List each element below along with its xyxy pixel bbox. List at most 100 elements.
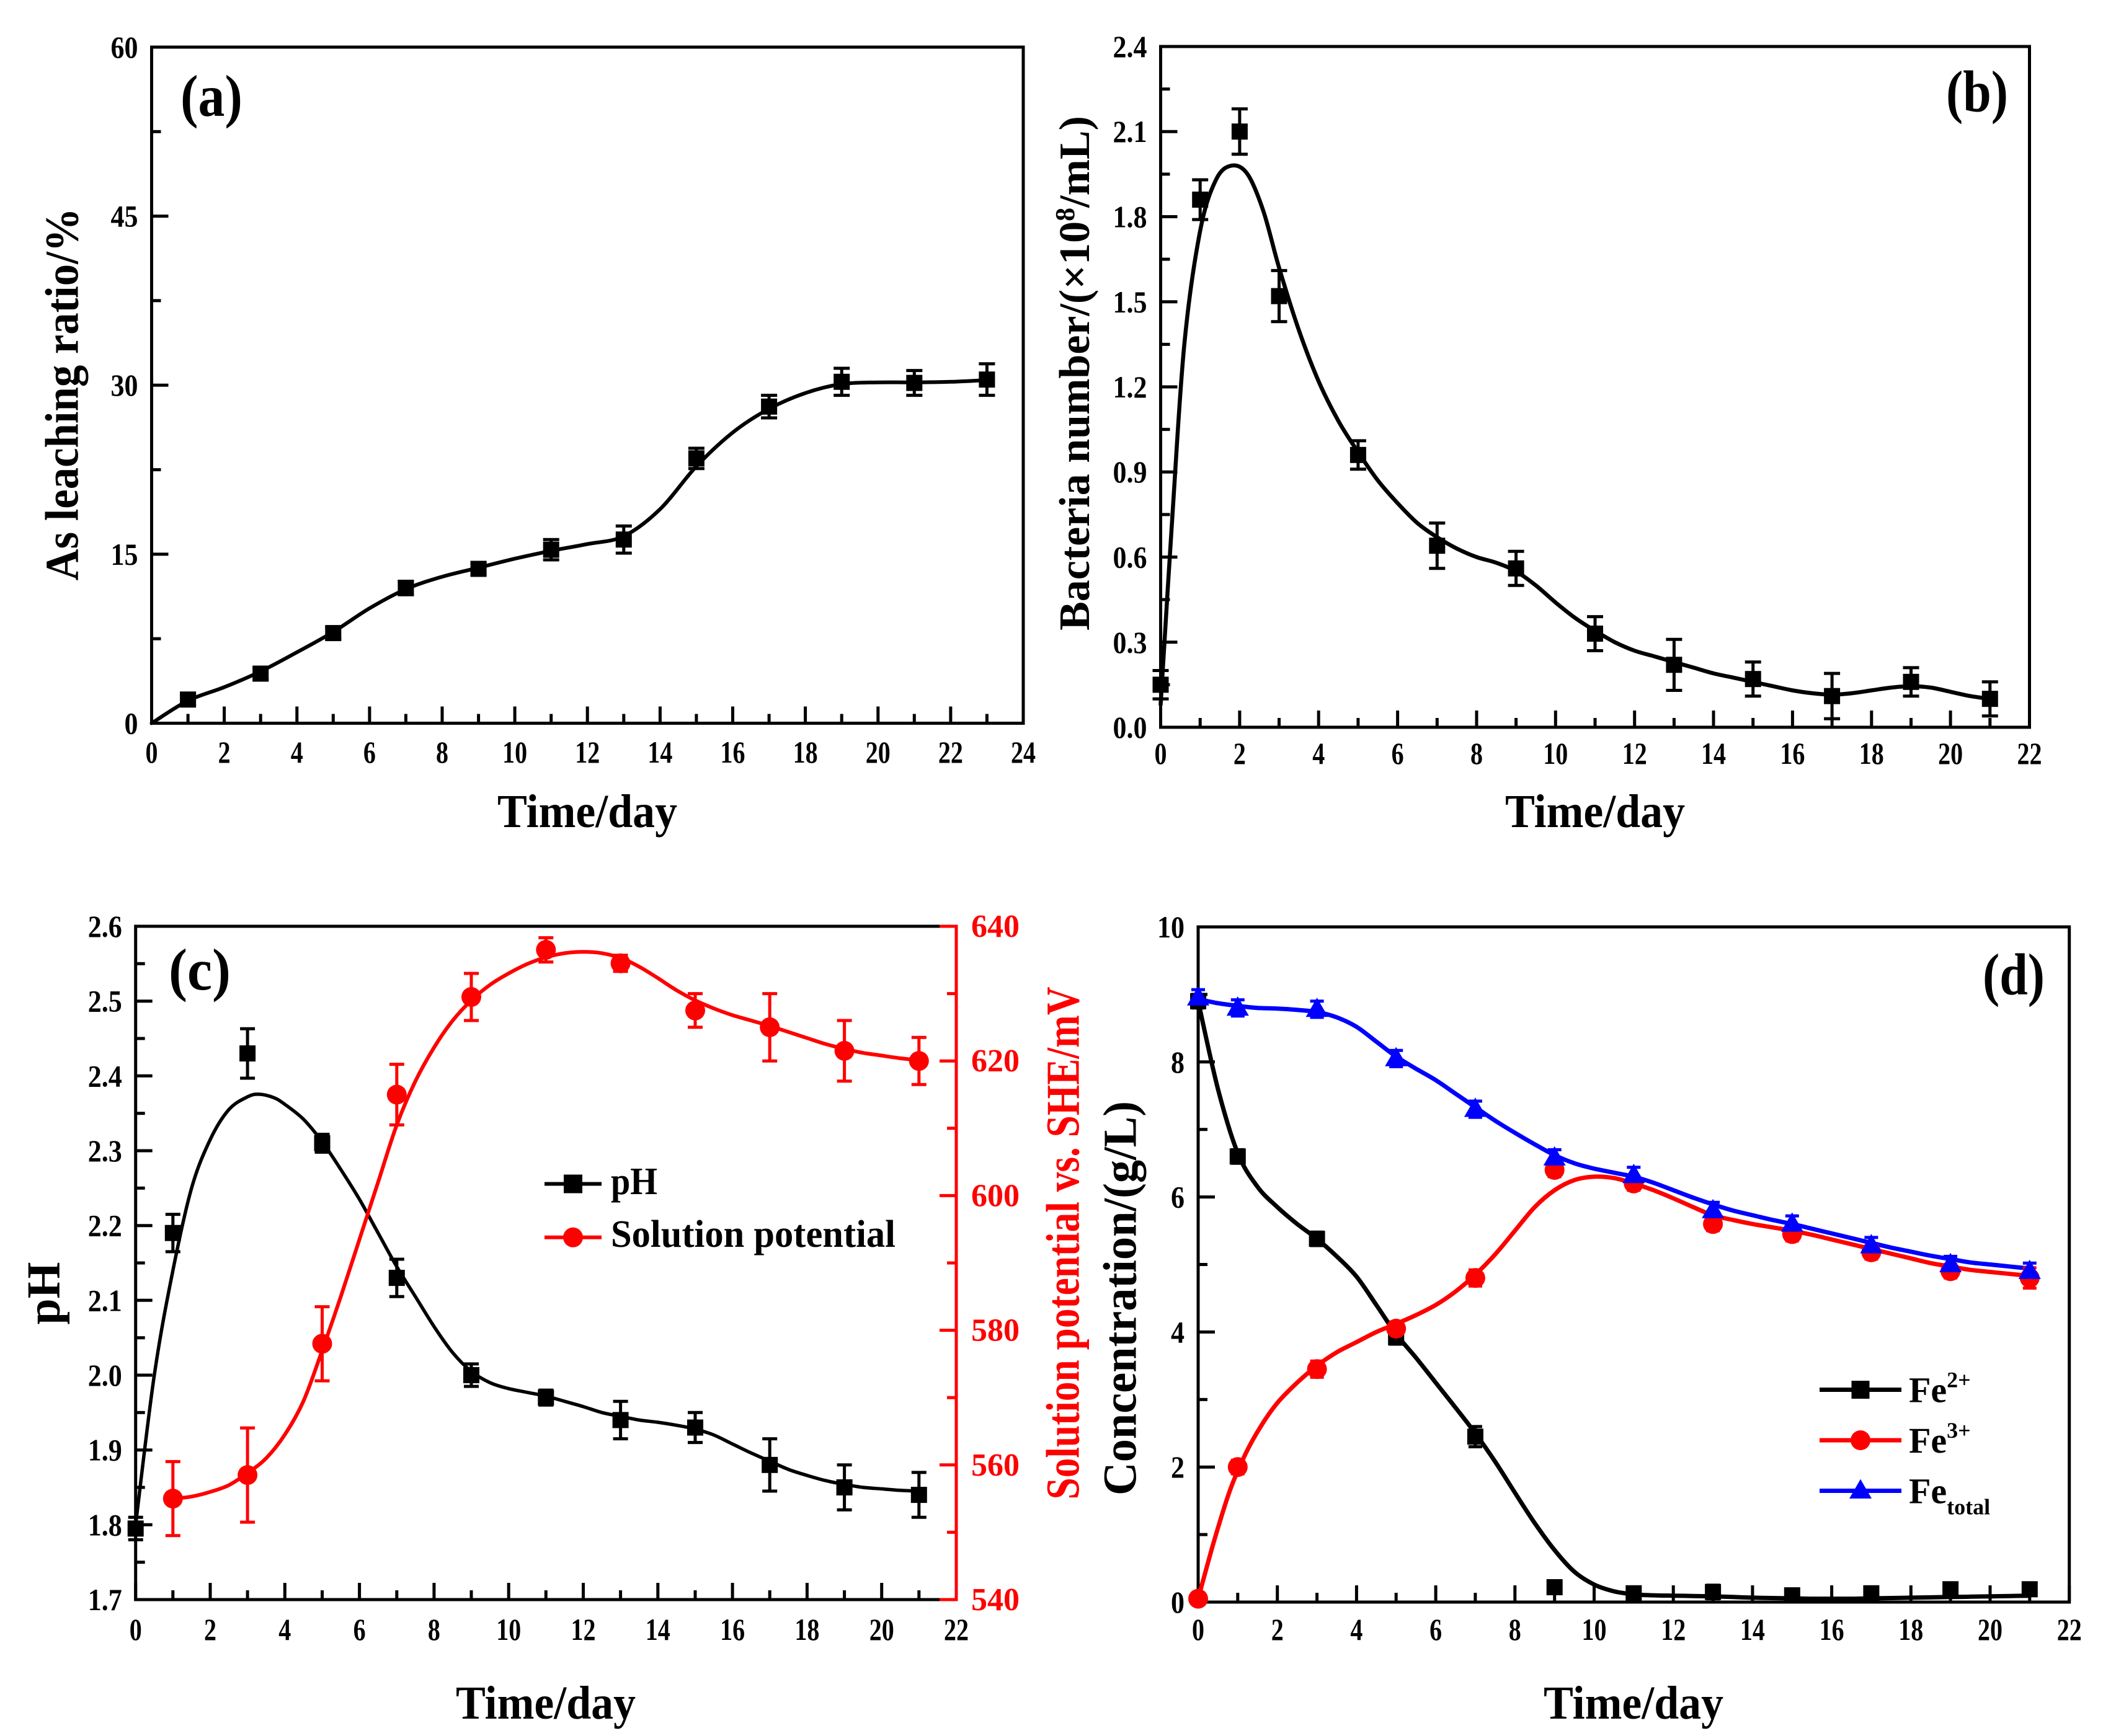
svg-text:(a): (a) — [180, 63, 242, 129]
svg-text:14: 14 — [646, 1612, 670, 1647]
svg-text:4: 4 — [1171, 1314, 1185, 1349]
svg-text:20: 20 — [869, 1612, 894, 1647]
svg-text:Time/day: Time/day — [497, 786, 677, 838]
svg-text:20: 20 — [1978, 1612, 2003, 1647]
svg-text:20: 20 — [866, 735, 891, 769]
svg-text:2: 2 — [1271, 1612, 1284, 1647]
svg-text:0.9: 0.9 — [1113, 454, 1147, 489]
svg-text:22: 22 — [2057, 1612, 2082, 1647]
svg-text:1.2: 1.2 — [1113, 370, 1147, 404]
svg-text:0: 0 — [125, 706, 138, 741]
svg-text:18: 18 — [1859, 736, 1884, 771]
svg-text:45: 45 — [111, 199, 138, 234]
svg-text:18: 18 — [794, 1612, 819, 1647]
svg-text:10: 10 — [1543, 736, 1568, 771]
svg-text:6: 6 — [363, 735, 376, 769]
svg-text:14: 14 — [647, 735, 672, 769]
svg-text:8: 8 — [1470, 736, 1483, 771]
svg-text:0: 0 — [1171, 1585, 1185, 1619]
svg-text:2: 2 — [1234, 736, 1246, 771]
svg-text:6: 6 — [1429, 1612, 1442, 1647]
svg-text:22: 22 — [938, 735, 963, 769]
svg-text:0.3: 0.3 — [1113, 625, 1147, 660]
svg-text:22: 22 — [2017, 736, 2042, 771]
svg-text:12: 12 — [1622, 736, 1647, 771]
svg-text:Time/day: Time/day — [1544, 1677, 1723, 1729]
svg-text:0.6: 0.6 — [1113, 540, 1147, 575]
svg-text:Bacteria number/(×108/mL): Bacteria number/(×108/mL) — [1050, 116, 1099, 631]
svg-text:4: 4 — [278, 1612, 291, 1647]
svg-text:2.4: 2.4 — [88, 1058, 122, 1093]
svg-text:10: 10 — [1157, 910, 1185, 944]
svg-text:620: 620 — [971, 1043, 1020, 1079]
svg-text:pH: pH — [611, 1161, 657, 1203]
svg-text:0: 0 — [1155, 736, 1167, 771]
svg-text:8: 8 — [428, 1612, 440, 1647]
svg-text:16: 16 — [721, 735, 745, 769]
svg-text:540: 540 — [971, 1582, 1020, 1618]
svg-text:2: 2 — [1171, 1450, 1185, 1484]
svg-text:2.0: 2.0 — [88, 1358, 122, 1393]
svg-text:12: 12 — [571, 1612, 596, 1647]
svg-text:Concentration/(g/L): Concentration/(g/L) — [1095, 1101, 1147, 1495]
svg-text:Time/day: Time/day — [1505, 786, 1685, 838]
svg-text:0.0: 0.0 — [1113, 710, 1147, 745]
svg-text:4: 4 — [1350, 1612, 1363, 1647]
svg-text:640: 640 — [971, 909, 1020, 944]
svg-text:0: 0 — [146, 735, 158, 769]
svg-text:10: 10 — [502, 735, 527, 769]
svg-text:1.5: 1.5 — [1113, 285, 1147, 319]
svg-text:2.1: 2.1 — [88, 1283, 122, 1318]
svg-text:4: 4 — [1312, 736, 1325, 771]
svg-text:8: 8 — [1509, 1612, 1521, 1647]
svg-text:0: 0 — [130, 1612, 142, 1647]
svg-text:22: 22 — [944, 1612, 969, 1647]
svg-text:2.2: 2.2 — [88, 1208, 122, 1243]
svg-text:2.1: 2.1 — [1113, 114, 1147, 149]
svg-text:2.4: 2.4 — [1113, 29, 1147, 64]
svg-text:2.3: 2.3 — [88, 1133, 122, 1168]
svg-text:60: 60 — [111, 30, 138, 64]
svg-text:30: 30 — [111, 368, 138, 402]
svg-text:10: 10 — [1582, 1612, 1607, 1647]
svg-text:10: 10 — [496, 1612, 521, 1647]
svg-text:12: 12 — [575, 735, 600, 769]
svg-text:As leaching ratio/%: As leaching ratio/% — [37, 208, 89, 581]
svg-text:1.8: 1.8 — [88, 1507, 122, 1542]
svg-text:8: 8 — [1171, 1045, 1185, 1079]
svg-text:1.7: 1.7 — [88, 1582, 122, 1617]
svg-text:2: 2 — [218, 735, 231, 769]
svg-text:2.5: 2.5 — [88, 984, 122, 1019]
svg-text:14: 14 — [1740, 1612, 1765, 1647]
svg-text:2.6: 2.6 — [88, 909, 122, 944]
svg-text:16: 16 — [1820, 1612, 1844, 1647]
svg-text:1.8: 1.8 — [1113, 200, 1147, 234]
svg-text:(c): (c) — [169, 937, 231, 1003]
svg-text:6: 6 — [1171, 1180, 1185, 1215]
svg-text:0: 0 — [1192, 1612, 1204, 1647]
svg-text:2: 2 — [204, 1612, 216, 1647]
svg-text:560: 560 — [971, 1448, 1020, 1483]
svg-text:16: 16 — [1780, 736, 1805, 771]
svg-text:Solution potential: Solution potential — [611, 1213, 896, 1256]
svg-text:4: 4 — [291, 735, 303, 769]
svg-text:600: 600 — [971, 1178, 1020, 1213]
svg-text:580: 580 — [971, 1313, 1020, 1348]
svg-text:16: 16 — [720, 1612, 745, 1647]
svg-text:14: 14 — [1701, 736, 1726, 771]
svg-text:20: 20 — [1938, 736, 1963, 771]
svg-text:Solution potential vs. SHE/mV: Solution potential vs. SHE/mV — [1038, 986, 1090, 1499]
svg-text:(d): (d) — [1983, 942, 2045, 1008]
svg-text:pH: pH — [18, 1262, 70, 1325]
svg-text:12: 12 — [1661, 1612, 1686, 1647]
svg-text:15: 15 — [111, 537, 138, 572]
svg-text:8: 8 — [436, 735, 448, 769]
svg-text:6: 6 — [353, 1612, 366, 1647]
svg-text:Time/day: Time/day — [456, 1677, 636, 1729]
svg-text:(b): (b) — [1946, 59, 2008, 125]
svg-text:1.9: 1.9 — [88, 1433, 122, 1468]
svg-text:18: 18 — [793, 735, 818, 769]
svg-text:24: 24 — [1011, 735, 1036, 769]
svg-text:6: 6 — [1392, 736, 1404, 771]
svg-text:18: 18 — [1898, 1612, 1923, 1647]
